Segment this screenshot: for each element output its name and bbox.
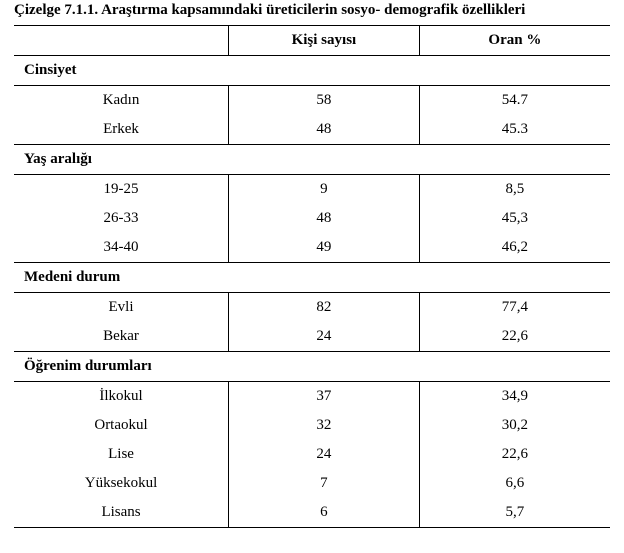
table-row: 19-2598,5	[14, 175, 610, 205]
table-row: Lise2422,6	[14, 440, 610, 469]
row-pct: 45,3	[419, 204, 610, 233]
col-header-blank	[14, 26, 229, 56]
row-count: 32	[229, 411, 420, 440]
table-row: Yüksekokul76,6	[14, 469, 610, 498]
row-pct: 5,7	[419, 498, 610, 528]
row-count: 48	[229, 204, 420, 233]
row-label: 26-33	[14, 204, 229, 233]
row-label: Lisans	[14, 498, 229, 528]
row-count: 24	[229, 440, 420, 469]
col-header-count: Kişi sayısı	[229, 26, 420, 56]
table-row: Erkek4845.3	[14, 115, 610, 145]
row-label: Kadın	[14, 86, 229, 116]
table-header-row: Kişi sayısı Oran %	[14, 26, 610, 56]
row-pct: 54.7	[419, 86, 610, 116]
row-count: 6	[229, 498, 420, 528]
table-row: 34-404946,2	[14, 233, 610, 263]
table-row: Bekar2422,6	[14, 322, 610, 352]
row-label: 19-25	[14, 175, 229, 205]
col-header-pct: Oran %	[419, 26, 610, 56]
row-pct: 45.3	[419, 115, 610, 145]
row-pct: 6,6	[419, 469, 610, 498]
table-row: Evli8277,4	[14, 293, 610, 323]
table-row: 26-334845,3	[14, 204, 610, 233]
row-label: Ortaokul	[14, 411, 229, 440]
section-heading: Cinsiyet	[14, 56, 610, 86]
row-label: Evli	[14, 293, 229, 323]
row-pct: 22,6	[419, 322, 610, 352]
table-row: Ortaokul3230,2	[14, 411, 610, 440]
row-label: Yüksekokul	[14, 469, 229, 498]
section-heading: Yaş aralığı	[14, 145, 610, 175]
row-count: 37	[229, 382, 420, 412]
section-heading: Medeni durum	[14, 263, 610, 293]
row-pct: 34,9	[419, 382, 610, 412]
row-count: 58	[229, 86, 420, 116]
row-pct: 46,2	[419, 233, 610, 263]
section-heading-row: Medeni durum	[14, 263, 610, 293]
row-label: İlkokul	[14, 382, 229, 412]
row-label: Lise	[14, 440, 229, 469]
row-count: 49	[229, 233, 420, 263]
row-count: 9	[229, 175, 420, 205]
section-heading-row: Öğrenim durumları	[14, 352, 610, 382]
row-count: 24	[229, 322, 420, 352]
table-caption: Çizelge 7.1.1. Araştırma kapsamındaki ür…	[14, 0, 610, 25]
row-pct: 22,6	[419, 440, 610, 469]
row-pct: 30,2	[419, 411, 610, 440]
demographics-table: Kişi sayısı Oran % CinsiyetKadın5854.7Er…	[14, 25, 610, 528]
section-heading-row: Cinsiyet	[14, 56, 610, 86]
row-count: 82	[229, 293, 420, 323]
row-label: Erkek	[14, 115, 229, 145]
section-heading-row: Yaş aralığı	[14, 145, 610, 175]
row-pct: 8,5	[419, 175, 610, 205]
section-heading: Öğrenim durumları	[14, 352, 610, 382]
table-row: Kadın5854.7	[14, 86, 610, 116]
row-pct: 77,4	[419, 293, 610, 323]
table-row: İlkokul3734,9	[14, 382, 610, 412]
row-count: 48	[229, 115, 420, 145]
table-row: Lisans65,7	[14, 498, 610, 528]
row-label: 34-40	[14, 233, 229, 263]
row-count: 7	[229, 469, 420, 498]
row-label: Bekar	[14, 322, 229, 352]
